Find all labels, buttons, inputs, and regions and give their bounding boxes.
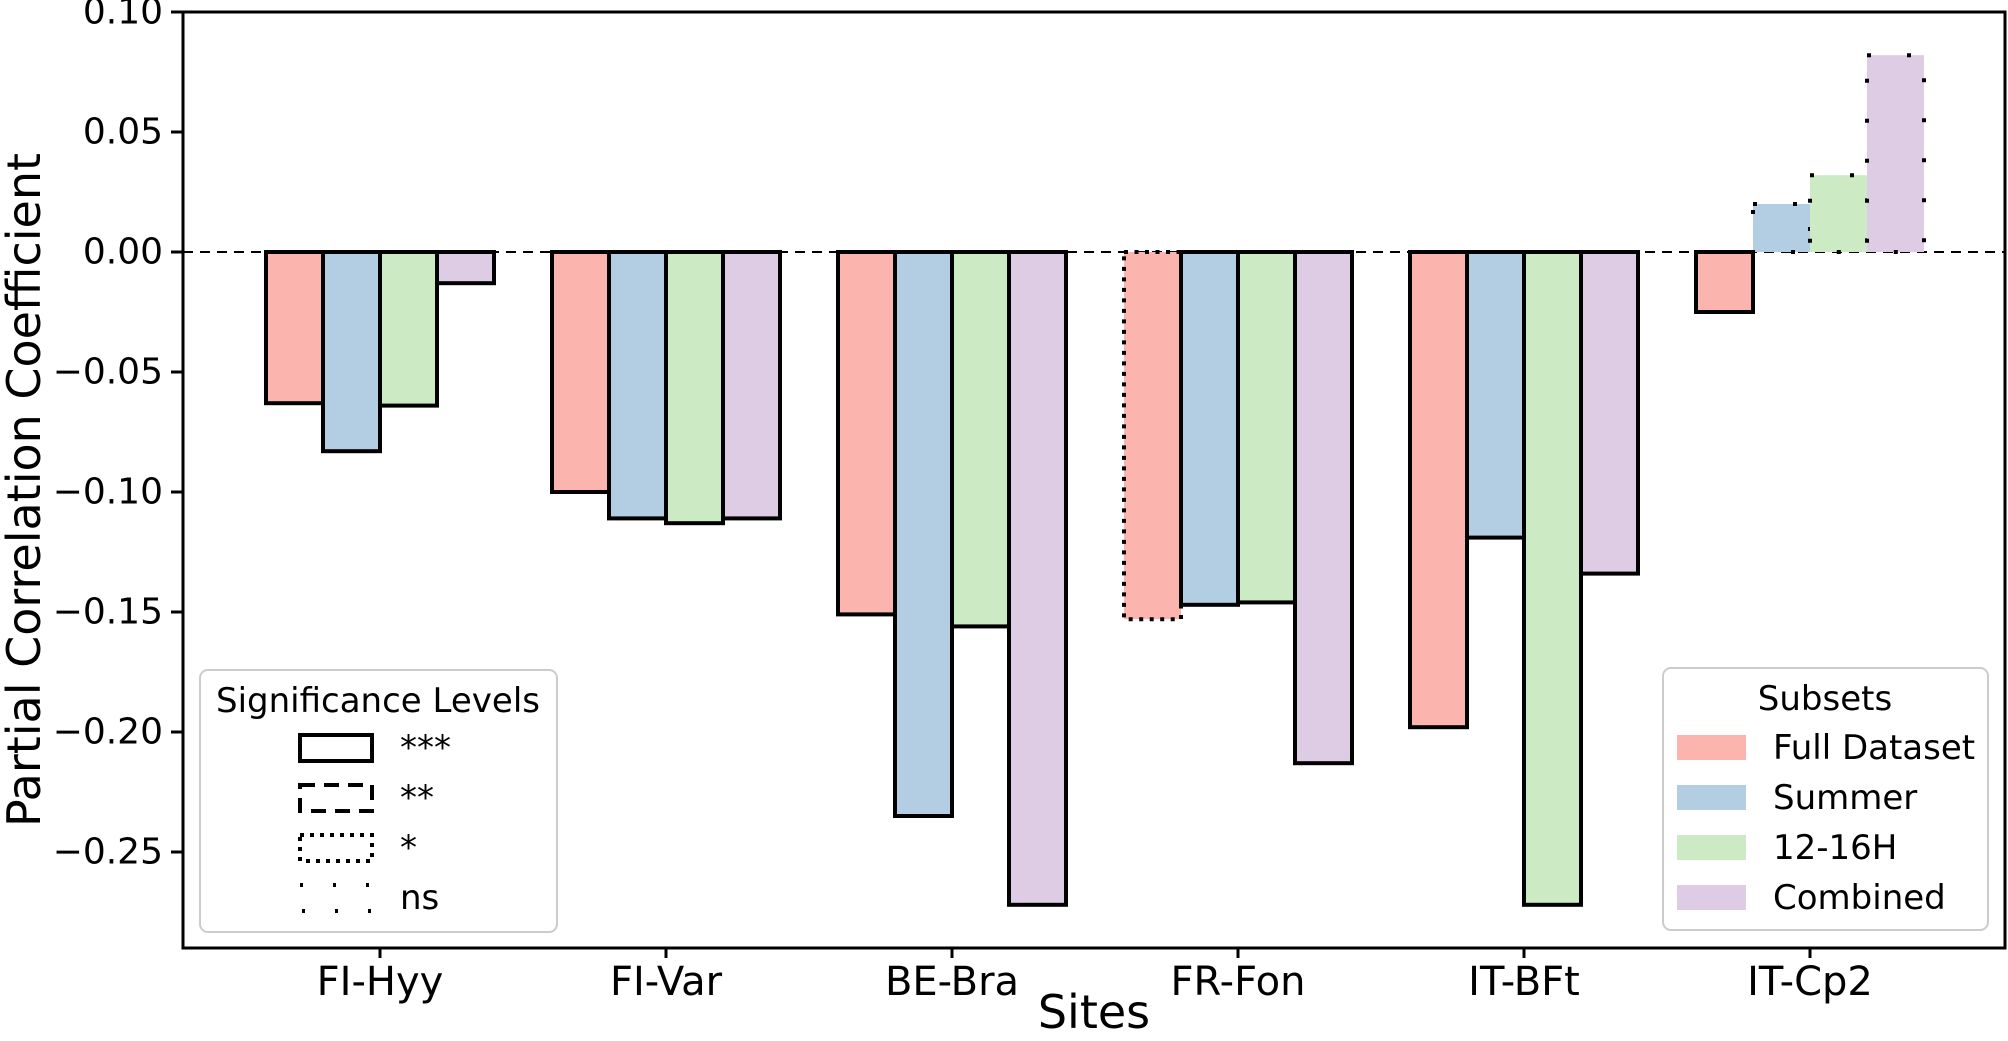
legend-swatch-12-16h — [1677, 835, 1746, 860]
bar-be-bra-summer — [893, 250, 954, 818]
bar-fr-fon-summer — [1179, 250, 1240, 607]
sig-ns-label: ns — [400, 878, 439, 918]
sig-dashed-label: ** — [400, 778, 434, 818]
legend-swatch-combined — [1677, 885, 1746, 910]
bar-it-bft-12-16h — [1522, 250, 1583, 907]
significance-legend: Significance Levels *** ** * ns — [199, 669, 558, 933]
sig-ns-patch — [298, 883, 374, 913]
y-tick-label: 0.05 — [83, 112, 163, 153]
sig-dotted-patch — [298, 833, 374, 863]
site-label-fr-fon: FR-Fon — [1170, 959, 1305, 1005]
y-tick-label: −0.10 — [53, 472, 163, 513]
bar-fi-hyy-12-16h — [378, 250, 439, 408]
site-label-fi-hyy: FI-Hyy — [317, 959, 444, 1005]
bars-layer — [264, 53, 1926, 907]
bar-be-bra-combined — [1007, 250, 1068, 907]
subsets-legend: Subsets Full Dataset Summer 12-16H Combi… — [1662, 667, 1989, 931]
sig-solid-patch — [298, 733, 374, 763]
bar-fi-var-full-dataset — [550, 250, 611, 494]
bar-fr-fon-12-16h — [1236, 250, 1297, 605]
bar-fr-fon-combined — [1293, 250, 1354, 766]
site-label-be-bra: BE-Bra — [885, 959, 1019, 1005]
bar-fi-var-summer — [607, 250, 668, 521]
y-tick-label: −0.25 — [53, 832, 163, 873]
bar-be-bra-full-dataset — [836, 250, 897, 617]
bar-it-bft-summer — [1465, 250, 1526, 540]
bar-be-bra-12-16h — [950, 250, 1011, 629]
legend-swatch-full-dataset — [1677, 735, 1746, 760]
plot-border — [181, 10, 2007, 950]
bar-fi-hyy-combined — [435, 250, 496, 286]
bar-it-bft-full-dataset — [1408, 250, 1469, 730]
site-label-it-bft: IT-BFt — [1468, 959, 1580, 1005]
bar-fi-var-12-16h — [664, 250, 725, 526]
subsets-legend-box — [1662, 667, 1989, 931]
bar-it-cp2-12-16h — [1808, 173, 1869, 254]
site-label-fi-var: FI-Var — [610, 959, 723, 1005]
y-tick-label: −0.15 — [53, 592, 163, 633]
sig-dotted-label: * — [400, 828, 417, 868]
legend-swatch-summer — [1677, 785, 1746, 810]
y-tick-label: −0.20 — [53, 712, 163, 753]
y-tick-label: −0.05 — [53, 352, 163, 393]
legend-label-combined: Combined — [1773, 878, 1946, 918]
subsets-legend-title: Subsets — [1758, 679, 1892, 719]
bar-fi-hyy-full-dataset — [264, 250, 325, 406]
legend-label-full-dataset: Full Dataset — [1773, 728, 1975, 768]
bar-fi-hyy-summer — [321, 250, 382, 454]
site-label-it-cp2: IT-Cp2 — [1747, 959, 1873, 1005]
x-axis-label: Sites — [1038, 985, 1150, 1039]
bar-fr-fon-full-dataset — [1122, 250, 1183, 622]
bar-it-cp2-full-dataset — [1694, 250, 1755, 314]
y-axis-label: Partial Correlation Coefficient — [0, 153, 51, 827]
bar-fi-var-combined — [721, 250, 782, 521]
y-tick-label: 0.10 — [83, 0, 163, 33]
legend-label-summer: Summer — [1773, 778, 1917, 818]
sig-dashed-patch — [298, 783, 374, 813]
bar-it-bft-combined — [1579, 250, 1640, 576]
ticks-layer: 0.10 0.05 0.00 −0.05 −0.10 −0.15 −0.20 −0.25 FI-… — [53, 0, 1873, 1005]
legend-label-12-16h: 12-16H — [1773, 828, 1897, 868]
y-tick-label: 0.00 — [83, 232, 163, 273]
bar-it-cp2-combined — [1865, 53, 1926, 255]
significance-legend-box — [199, 669, 558, 933]
significance-legend-title: Significance Levels — [216, 681, 540, 721]
sig-solid-label: *** — [400, 728, 451, 768]
bar-it-cp2-summer — [1751, 202, 1812, 254]
